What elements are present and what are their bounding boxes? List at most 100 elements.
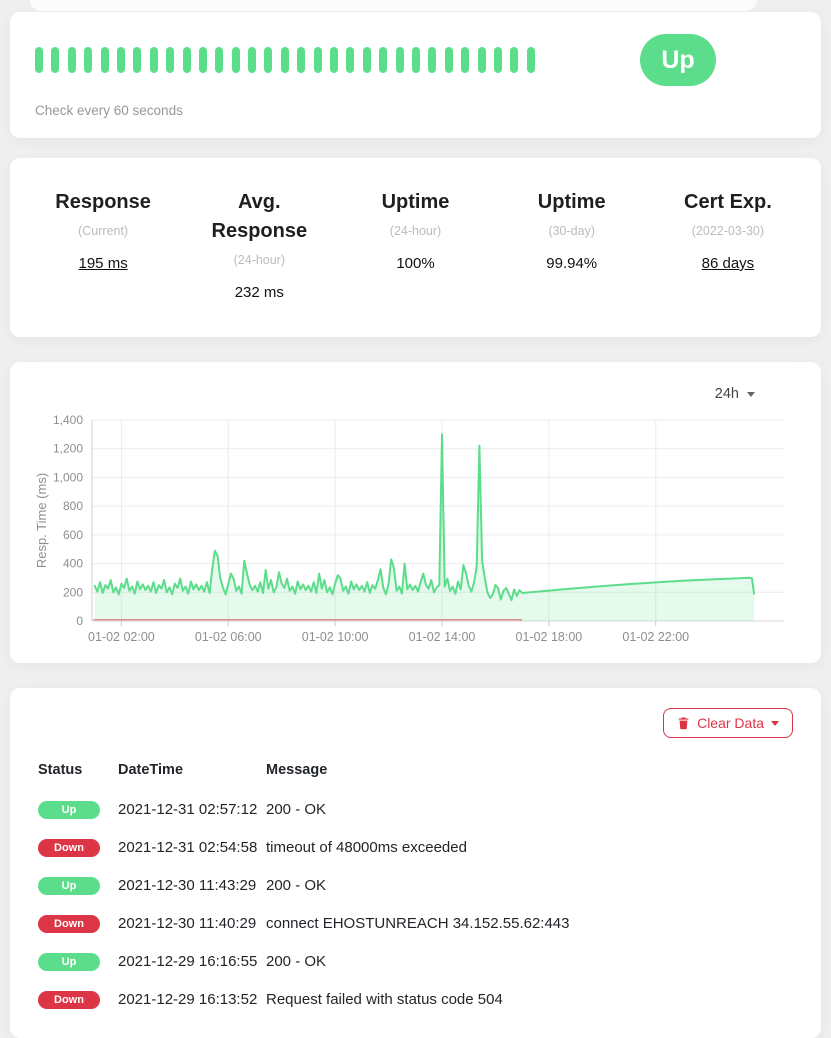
event-datetime: 2021-12-30 11:43:29	[118, 876, 257, 894]
clear-data-label: Clear Data	[697, 715, 764, 731]
events-table: Status DateTime Message Up 2021-12-31 02…	[38, 754, 793, 1018]
svg-text:1,000: 1,000	[53, 470, 83, 484]
svg-text:1,400: 1,400	[53, 413, 83, 427]
heartbeat-beat[interactable]	[280, 47, 289, 73]
heartbeat-beat[interactable]	[116, 47, 125, 73]
event-message: 200 - OK	[266, 800, 327, 818]
stat-subtitle: (24-hour)	[389, 224, 442, 238]
clear-data-button[interactable]: Clear Data	[663, 708, 793, 738]
stat-value: 100%	[396, 255, 435, 272]
event-datetime: 2021-12-30 11:40:29	[118, 914, 257, 932]
svg-text:01-02 22:00: 01-02 22:00	[622, 630, 689, 644]
chart-period-label: 24h	[714, 386, 739, 402]
svg-text:Resp. Time (ms): Resp. Time (ms)	[34, 473, 49, 568]
heartbeat-beat[interactable]	[444, 47, 453, 73]
heartbeat-beat[interactable]	[297, 47, 306, 73]
heartbeat-beat[interactable]	[510, 47, 519, 73]
event-datetime: 2021-12-29 16:16:55	[118, 952, 258, 970]
svg-text:400: 400	[63, 557, 83, 571]
event-datetime: 2021-12-31 02:54:58	[118, 838, 258, 856]
stat-response-current: Response (Current) 195 ms	[25, 188, 181, 301]
heartbeat-beat[interactable]	[428, 47, 437, 73]
heartbeat-beat[interactable]	[411, 47, 420, 73]
stat-value: 99.94%	[546, 255, 598, 272]
event-datetime: 2021-12-29 16:13:52	[118, 990, 258, 1008]
event-message: 200 - OK	[266, 952, 327, 970]
stat-title: Response	[55, 191, 151, 213]
heartbeat-beat[interactable]	[330, 47, 339, 73]
svg-text:01-02 06:00: 01-02 06:00	[195, 630, 262, 644]
stat-title: Cert Exp.	[684, 191, 772, 213]
stat-uptime-24h: Uptime (24-hour) 100%	[337, 188, 493, 301]
svg-text:01-02 02:00: 01-02 02:00	[88, 630, 155, 644]
heartbeat-beat[interactable]	[346, 47, 355, 73]
heartbeat-beat[interactable]	[313, 47, 322, 73]
svg-text:01-02 14:00: 01-02 14:00	[409, 630, 476, 644]
stat-subtitle: (30-day)	[548, 224, 595, 238]
heartbeat-beat[interactable]	[477, 47, 486, 73]
heartbeat-beat[interactable]	[231, 47, 240, 73]
table-row: Up 2021-12-30 11:43:29 200 - OK	[38, 866, 793, 904]
chart-period-dropdown[interactable]: 24h	[715, 386, 755, 402]
svg-text:01-02 10:00: 01-02 10:00	[302, 630, 369, 644]
heartbeat-beat[interactable]	[182, 47, 191, 73]
stat-subtitle: (Current)	[78, 224, 129, 238]
column-header-datetime: DateTime	[118, 762, 184, 778]
table-row: Down 2021-12-31 02:54:58 timeout of 4800…	[38, 828, 793, 866]
check-interval-text: Check every 60 seconds	[35, 103, 183, 118]
event-datetime: 2021-12-31 02:57:12	[118, 800, 258, 818]
heartbeat-beat[interactable]	[35, 47, 43, 73]
stat-value: 232 ms	[234, 284, 284, 301]
heartbeat-beat[interactable]	[395, 47, 404, 73]
heartbeat-beat[interactable]	[461, 47, 470, 73]
heartbeat-beat[interactable]	[215, 47, 224, 73]
heartbeat-beat[interactable]	[133, 47, 142, 73]
event-message: 200 - OK	[266, 876, 327, 894]
stat-subtitle: (24-hour)	[233, 253, 286, 267]
heartbeat-beat[interactable]	[526, 47, 535, 73]
table-row: Down 2021-12-30 11:40:29 connect EHOSTUN…	[38, 904, 793, 942]
chevron-down-icon	[747, 391, 755, 397]
heartbeat-beat[interactable]	[248, 47, 257, 73]
svg-text:01-02 18:00: 01-02 18:00	[516, 630, 583, 644]
trash-icon	[678, 717, 689, 730]
stat-value: 86 days	[701, 255, 755, 272]
event-message: connect EHOSTUNREACH 34.152.55.62:443	[266, 914, 570, 932]
status-badge: Up	[640, 34, 716, 86]
heartbeat-beat[interactable]	[84, 47, 93, 73]
heartbeat-beat[interactable]	[379, 47, 388, 73]
svg-text:600: 600	[63, 528, 83, 542]
heartbeat-beat[interactable]	[166, 47, 175, 73]
stat-title: Uptime	[537, 191, 606, 213]
table-row: Up 2021-12-29 16:16:55 200 - OK	[38, 942, 793, 980]
stat-title: Avg. Response	[211, 191, 308, 242]
heartbeat-bar-row	[35, 47, 535, 73]
event-message: timeout of 48000ms exceeded	[266, 838, 467, 856]
stat-value: 195 ms	[78, 255, 128, 272]
previous-section-bottom-edge	[30, 0, 757, 11]
heartbeat-beat[interactable]	[100, 47, 109, 73]
heartbeat-beat[interactable]	[264, 47, 273, 73]
column-header-message: Message	[266, 762, 328, 778]
status-badge: Up	[38, 876, 100, 895]
svg-text:200: 200	[63, 585, 83, 599]
status-badge: Up	[38, 952, 100, 971]
heartbeat-beat[interactable]	[67, 47, 76, 73]
response-time-chart[interactable]: 0 200 400 600 800 1,000 1,200 1,400 01-02 02:00 0…	[32, 408, 802, 653]
events-table-header: Status DateTime Message	[38, 754, 793, 790]
heartbeat-beat[interactable]	[493, 47, 502, 73]
status-badge: Down	[38, 914, 100, 933]
response-chart-card: 24h 0 200 400 600 800 1,000 1,200 1,400 01-02 02…	[10, 362, 821, 663]
heartbeat-beat[interactable]	[149, 47, 158, 73]
svg-text:800: 800	[63, 499, 83, 513]
svg-text:0: 0	[76, 614, 83, 628]
events-table-body: Up 2021-12-31 02:57:12 200 - OK Down 202…	[38, 790, 793, 1018]
stat-avg-response: Avg. Response (24-hour) 232 ms	[181, 188, 337, 301]
stat-uptime-30d: Uptime (30-day) 99.94%	[494, 188, 650, 301]
heartbeat-beat[interactable]	[51, 47, 60, 73]
stat-title: Uptime	[381, 191, 450, 213]
heartbeat-beat[interactable]	[362, 47, 371, 73]
heartbeat-beat[interactable]	[198, 47, 207, 73]
status-badge: Up	[38, 800, 100, 819]
